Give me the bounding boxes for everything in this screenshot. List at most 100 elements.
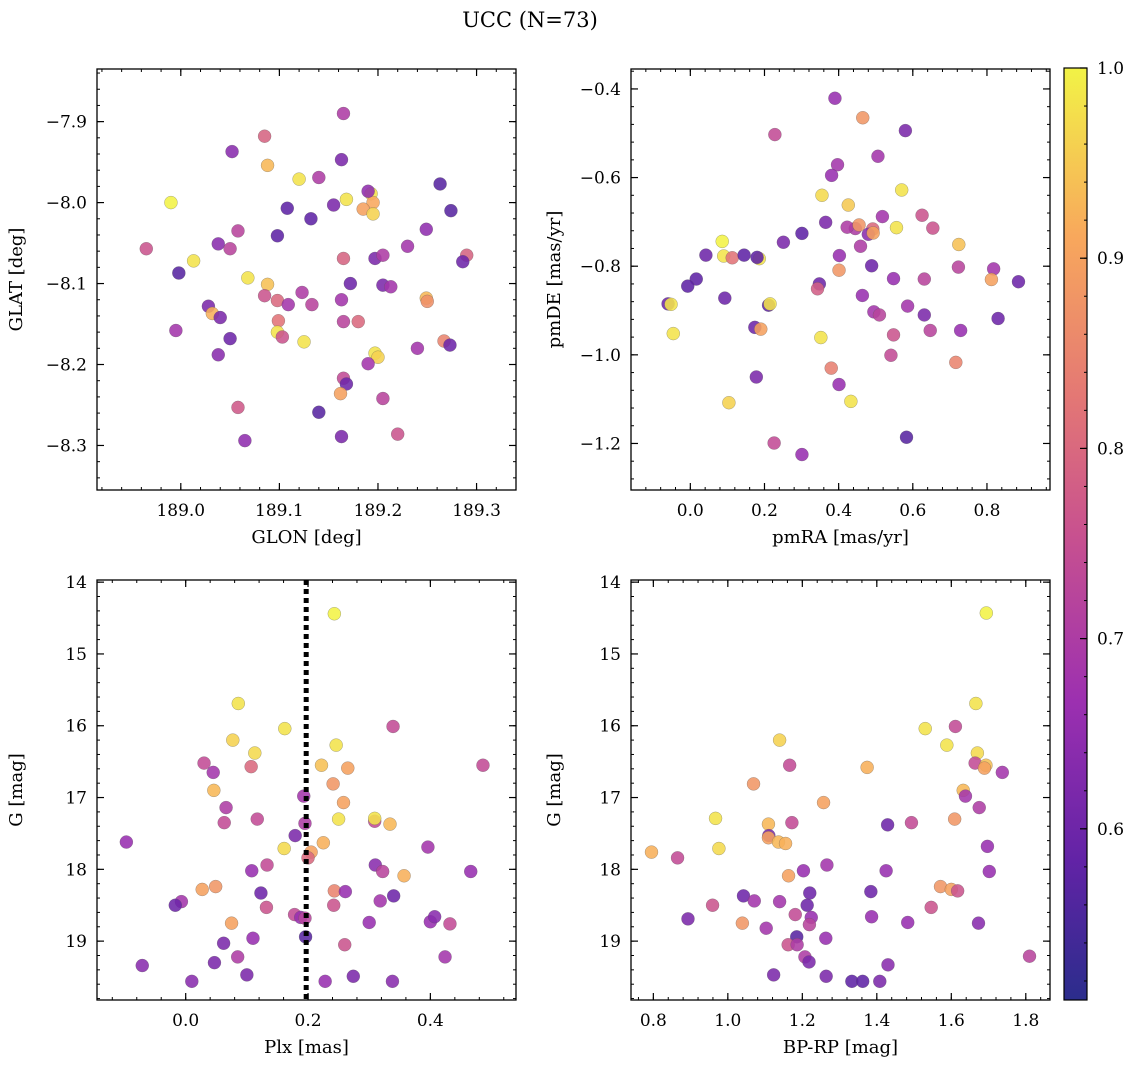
scatter-point (244, 759, 258, 774)
scatter-point (746, 777, 761, 791)
y-tick-label: −1.2 (580, 434, 621, 454)
scatter-point (788, 907, 802, 922)
scatter-point (766, 968, 781, 982)
scatter-point (213, 310, 227, 325)
points (139, 106, 474, 448)
scatter-point (982, 864, 997, 879)
scatter-point (947, 812, 962, 826)
scatter-point (305, 297, 319, 312)
scatter-point (971, 916, 986, 930)
y-tick-label: 15 (599, 645, 621, 665)
x-axis-label: Plx [mas] (264, 1037, 349, 1058)
scatter-point (984, 272, 999, 287)
scatter-point (318, 974, 332, 989)
scatter-point (705, 898, 720, 912)
scatter-point (759, 921, 773, 935)
scatter-point (208, 879, 223, 894)
scatter-point (292, 172, 306, 186)
scatter-point (336, 795, 351, 810)
scatter-point (832, 263, 846, 277)
scatter-point (873, 974, 887, 989)
colorbar-tick-label: 0.8 (1097, 439, 1124, 459)
x-tick-label: 189.1 (255, 501, 304, 521)
scatter-point (855, 288, 870, 303)
y-tick-label: 19 (65, 932, 87, 952)
scatter-point (666, 326, 681, 341)
scatter-point (295, 285, 309, 300)
x-tick-label: 1.0 (714, 1011, 741, 1031)
scatter-point (810, 282, 825, 296)
panel-glon-glat: 189.0 189.1 189.2 189.3 −7.9 −8.0 −8.1 −8.2 −8.3… (6, 68, 517, 548)
scatter-point (271, 314, 286, 328)
scatter-point (386, 889, 401, 903)
scatter-point (219, 800, 233, 815)
scatter-point (969, 696, 983, 711)
scatter-point (277, 841, 291, 856)
scatter-point (384, 280, 398, 294)
panel-pmra-pmde: 0.0 0.2 0.4 0.6 0.8 −0.4 −0.6 −0.8 −1.0 −1.2 pmRA … (544, 68, 1051, 548)
scatter-point (245, 864, 259, 878)
scatter-point (972, 800, 986, 815)
y-tick-label: 14 (599, 573, 621, 593)
scatter-point (875, 209, 890, 224)
scatter-point (830, 157, 845, 172)
scatter-point (953, 323, 968, 338)
y-tick-label: −0.4 (580, 80, 621, 100)
scatter-point (951, 260, 966, 274)
figure-title: UCC (N=73) (462, 8, 598, 32)
scatter-point (397, 869, 411, 883)
scatter-point (185, 974, 199, 989)
scatter-point (231, 696, 246, 711)
scatter-point (815, 188, 829, 203)
scatter-point (164, 195, 178, 210)
y-tick-label: −8.2 (46, 356, 87, 376)
x-tick-label: 189.0 (156, 501, 205, 521)
scatter-point (259, 900, 274, 915)
scatter-point (772, 894, 787, 909)
scatter-point (840, 220, 854, 234)
scatter-point (223, 331, 237, 346)
scatter-point (329, 738, 343, 752)
scatter-point (832, 377, 846, 392)
scatter-point (338, 884, 353, 899)
scatter-point (172, 266, 186, 280)
scatter-point (872, 308, 887, 322)
scatter-point (767, 436, 781, 450)
scatter-point (139, 241, 154, 256)
scatter-point (331, 812, 346, 826)
scatter-point (718, 291, 732, 305)
x-tick-label: 0.8 (640, 1011, 667, 1031)
scatter-point (257, 129, 272, 143)
scatter-point (275, 330, 290, 344)
y-tick-label: −8.1 (46, 275, 87, 295)
scatter-point (211, 348, 226, 362)
y-tick-label: 17 (65, 789, 87, 809)
y-tick-label: −8.3 (46, 436, 87, 456)
x-tick-label: 0.2 (751, 501, 778, 521)
scatter-point (886, 271, 901, 286)
scatter-point (168, 898, 183, 912)
scatter-point (223, 241, 237, 256)
colorbar-tick-label: 0.6 (1097, 820, 1124, 840)
scatter-point (304, 212, 318, 226)
scatter-point (880, 818, 895, 832)
scatter-point (343, 276, 358, 291)
scatter-point (195, 882, 209, 897)
scatter-point (119, 835, 134, 849)
x-tick-label: 189.2 (354, 501, 403, 521)
y-tick-label: 17 (599, 789, 621, 809)
colorbar-tick-label: 0.9 (1097, 249, 1124, 269)
scatter-point (371, 350, 385, 364)
scatter-point (844, 394, 858, 409)
scatter-point (761, 817, 776, 831)
scatter-point (383, 817, 397, 831)
scatter-point (362, 915, 376, 930)
x-tick-label: 0.2 (295, 1011, 322, 1031)
scatter-point (644, 845, 659, 859)
scatter-point (785, 815, 799, 830)
scatter-point (361, 356, 375, 371)
scatter-point (419, 222, 434, 237)
scatter-point (327, 606, 342, 621)
scatter-point (795, 447, 809, 462)
x-tick-label: 1.2 (789, 1011, 816, 1031)
